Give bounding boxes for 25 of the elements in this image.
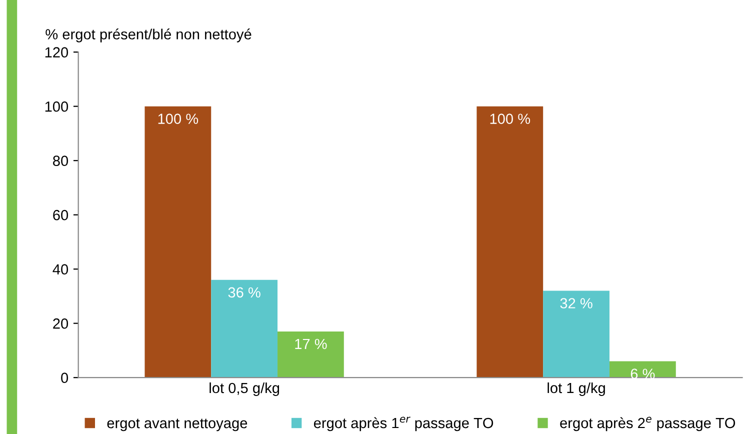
bar [144,106,212,378]
y-tick-label: 60 [53,210,68,220]
data-label: 100 % [158,114,198,124]
legend-label: ergot avant nettoyage [107,418,248,432]
y-tick-label: 20 [53,318,68,329]
legend-label: ergot après 1$^{er}$ passage TO [314,416,494,432]
y-tick-label: 80 [53,156,68,166]
y-tick-label: 100 [45,101,68,112]
data-label: 32 % [560,298,592,308]
data-label: 36 % [228,287,260,298]
legend-label: ergot après 2$^{e}$ passage TO [560,416,736,432]
bar [278,331,344,378]
data-label: 6 % [630,368,655,379]
bar [476,106,544,378]
x-tick-label: lot 1 g/kg [548,382,605,396]
y-tick-label: 0 [61,372,68,384]
y-tick-label: 120 [45,47,68,58]
bar [543,290,610,378]
bar [609,361,676,378]
x-tick-label: lot 0,5 g/kg [210,382,280,396]
data-label: 17 % [295,338,327,350]
data-label: 100 % [490,114,530,124]
y-axis-title: % ergot présent/blé non nettoyé [46,28,252,42]
bar [211,280,278,378]
y-tick-label: 40 [52,264,68,275]
